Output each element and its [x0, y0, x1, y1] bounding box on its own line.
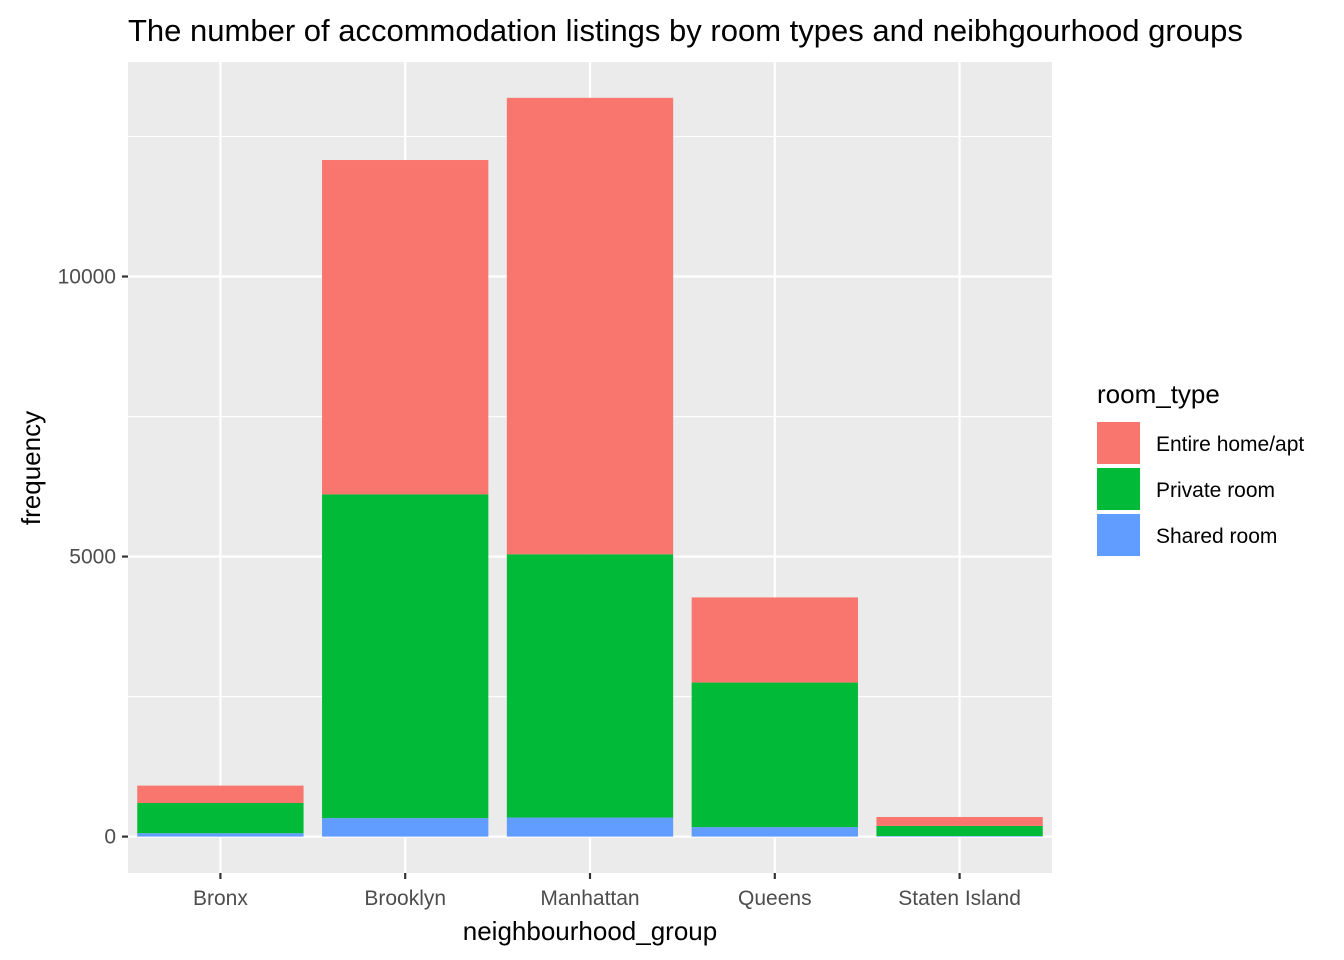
- legend: room_type Entire home/apt Private room Sha…: [1097, 379, 1304, 556]
- bar-segment-entire-home-apt: [322, 160, 489, 495]
- x-tick-label: Staten Island: [898, 887, 1021, 910]
- bar-segment-private-room: [137, 802, 304, 834]
- bar-segment-entire-home-apt: [876, 816, 1043, 826]
- bar-segment-shared-room: [876, 836, 1043, 837]
- x-tick-label: Brooklyn: [364, 887, 446, 910]
- bar-segment-shared-room: [691, 827, 858, 837]
- x-axis: Bronx Brooklyn Manhattan Queens Staten Islan…: [193, 873, 1021, 910]
- x-tick-label: Manhattan: [540, 887, 639, 910]
- x-axis-label: neighbourhood_group: [463, 916, 717, 946]
- bars: [137, 97, 1043, 837]
- bar-segment-private-room: [506, 554, 674, 818]
- chart-title: The number of accommodation listings by …: [128, 13, 1243, 48]
- bar-segment-shared-room: [506, 817, 674, 837]
- legend-swatch: [1097, 514, 1140, 556]
- y-tick-label: 0: [104, 826, 116, 849]
- bar-segment-private-room: [876, 825, 1043, 837]
- legend-title: room_type: [1097, 379, 1220, 409]
- bar-segment-shared-room: [322, 818, 489, 837]
- bar-segment-private-room: [322, 494, 489, 819]
- y-axis: 0 5000 10000: [58, 266, 128, 849]
- x-tick-label: Queens: [738, 887, 812, 910]
- bar-segment-entire-home-apt: [691, 597, 858, 683]
- legend-swatch: [1097, 468, 1140, 510]
- bar-segment-entire-home-apt: [506, 97, 674, 555]
- bar-segment-entire-home-apt: [137, 785, 304, 803]
- legend-label: Shared room: [1156, 525, 1277, 548]
- y-axis-label: frequency: [16, 411, 46, 525]
- legend-label: Entire home/apt: [1156, 433, 1304, 456]
- y-tick-label: 5000: [69, 546, 116, 569]
- y-tick-label: 10000: [58, 266, 116, 289]
- legend-label: Private room: [1156, 479, 1275, 502]
- x-tick-label: Bronx: [193, 887, 248, 910]
- legend-swatch: [1097, 422, 1140, 464]
- bar-segment-private-room: [691, 682, 858, 828]
- bar-segment-shared-room: [137, 833, 304, 837]
